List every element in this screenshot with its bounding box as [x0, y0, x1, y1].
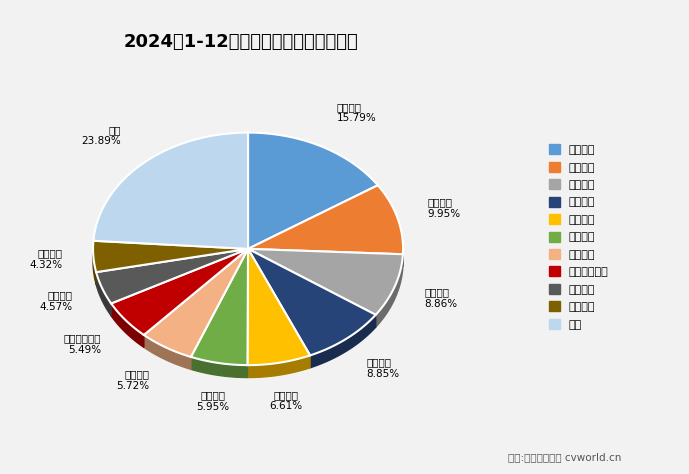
Polygon shape — [247, 249, 310, 365]
Polygon shape — [248, 249, 403, 315]
Polygon shape — [191, 357, 247, 377]
Text: 上汽通用五菱
5.49%: 上汽通用五菱 5.49% — [63, 333, 101, 355]
Legend: 福田汽车, 东风公司, 重庆长安, 中国重汽, 一汽解放, 江淮汽车, 江铃汽车, 上汽通用五菱, 长城汽车, 陕汽集团, 其他: 福田汽车, 东风公司, 重庆长安, 中国重汽, 一汽解放, 江淮汽车, 江铃汽车… — [544, 140, 613, 334]
Polygon shape — [248, 133, 378, 249]
Polygon shape — [248, 185, 403, 254]
Text: 中国重汽
8.85%: 中国重汽 8.85% — [367, 358, 400, 379]
Text: 陕汽集团
4.32%: 陕汽集团 4.32% — [30, 248, 63, 270]
Polygon shape — [144, 249, 248, 357]
Text: 一汽解放
6.61%: 一汽解放 6.61% — [269, 390, 302, 411]
Text: 重庆长安
8.86%: 重庆长安 8.86% — [424, 288, 457, 309]
Text: 制图:第一商用车网 cvworld.cn: 制图:第一商用车网 cvworld.cn — [508, 452, 621, 462]
Polygon shape — [111, 249, 248, 335]
Text: 福田汽车
15.79%: 福田汽车 15.79% — [337, 102, 376, 123]
Text: 东风公司
9.95%: 东风公司 9.95% — [427, 197, 461, 219]
Polygon shape — [247, 356, 310, 377]
Polygon shape — [93, 241, 248, 272]
Text: 江淮汽车
5.95%: 江淮汽车 5.95% — [196, 390, 229, 412]
Polygon shape — [376, 254, 403, 327]
Polygon shape — [248, 249, 376, 356]
Text: 长城汽车
4.57%: 长城汽车 4.57% — [40, 291, 73, 312]
Polygon shape — [144, 335, 191, 369]
Polygon shape — [93, 249, 96, 284]
Text: 江铃汽车
5.72%: 江铃汽车 5.72% — [116, 370, 150, 391]
Polygon shape — [111, 303, 144, 347]
Text: 其他
23.89%: 其他 23.89% — [81, 125, 121, 146]
Polygon shape — [96, 249, 248, 303]
Text: 2024年1-12月商用车市场前十企业份额: 2024年1-12月商用车市场前十企业份额 — [124, 33, 358, 51]
Polygon shape — [310, 315, 376, 368]
Polygon shape — [94, 133, 248, 249]
Polygon shape — [96, 272, 111, 316]
Polygon shape — [191, 249, 248, 365]
